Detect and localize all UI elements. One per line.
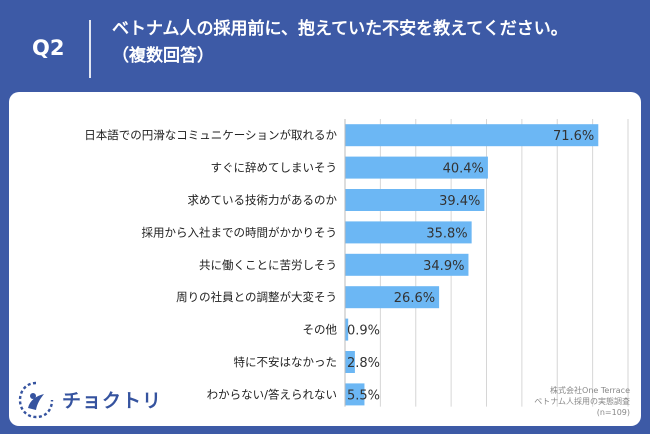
category-label-7: 特に不安はなかった	[234, 355, 338, 369]
source-note: 株式会社One Terrace ベトナム人採用の実態調査 (n=109)	[534, 385, 630, 418]
category-label-1: すぐに辞めてしまいそう	[211, 161, 338, 175]
value-label-2: 39.4%	[439, 194, 480, 209]
bar-3	[345, 221, 472, 244]
category-label-6: その他	[303, 323, 338, 337]
bar-6	[345, 318, 349, 341]
value-label-3: 35.8%	[426, 226, 467, 241]
source-sample-size: (n=109)	[596, 408, 630, 417]
chart-panel	[9, 92, 641, 426]
question-title-line2: （複数回答）	[112, 46, 214, 66]
value-label-7: 2.8%	[347, 356, 380, 371]
question-title-line1: ベトナム人の採用前に、抱えていた不安を教えてください。	[112, 19, 568, 39]
value-label-5: 26.6%	[394, 291, 435, 306]
bar-7	[345, 351, 355, 373]
bar-8	[345, 383, 365, 406]
category-label-2: 求めている技術力があるのか	[188, 193, 338, 207]
category-label-5: 周りの社員との調整が大変そう	[176, 290, 337, 304]
category-label-8: わからない/答えられない	[207, 387, 337, 401]
value-label-0: 71.6%	[553, 129, 594, 144]
header: Q2 ベトナム人の採用前に、抱えていた不安を教えてください。 （複数回答）	[0, 0, 650, 92]
question-label: Q2	[32, 36, 65, 60]
header-divider	[89, 20, 91, 78]
brand-logo: チョクトリ	[14, 378, 164, 422]
logo-mark-icon	[18, 381, 54, 419]
value-label-4: 34.9%	[423, 259, 464, 274]
bar-2	[345, 189, 485, 211]
value-label-6: 0.9%	[347, 324, 380, 339]
value-label-1: 40.4%	[443, 162, 484, 177]
bar-5	[345, 286, 440, 309]
value-label-8: 5.5%	[347, 388, 380, 403]
bar-0	[345, 124, 599, 147]
source-survey: ベトナム人採用の実態調査	[534, 397, 630, 406]
bar-4	[345, 253, 469, 276]
category-label-4: 共に働くことに苦労しそう	[199, 258, 337, 272]
question-title: ベトナム人の採用前に、抱えていた不安を教えてください。 （複数回答）	[112, 16, 640, 70]
source-company: 株式会社One Terrace	[550, 386, 630, 395]
logo-wordmark: チョクトリ	[62, 390, 163, 412]
bar-1	[345, 156, 488, 179]
category-label-3: 採用から入社までの時間がかかりそう	[142, 225, 338, 239]
category-label-0: 日本語での円滑なコミュニケーションが取れるか	[84, 128, 337, 142]
